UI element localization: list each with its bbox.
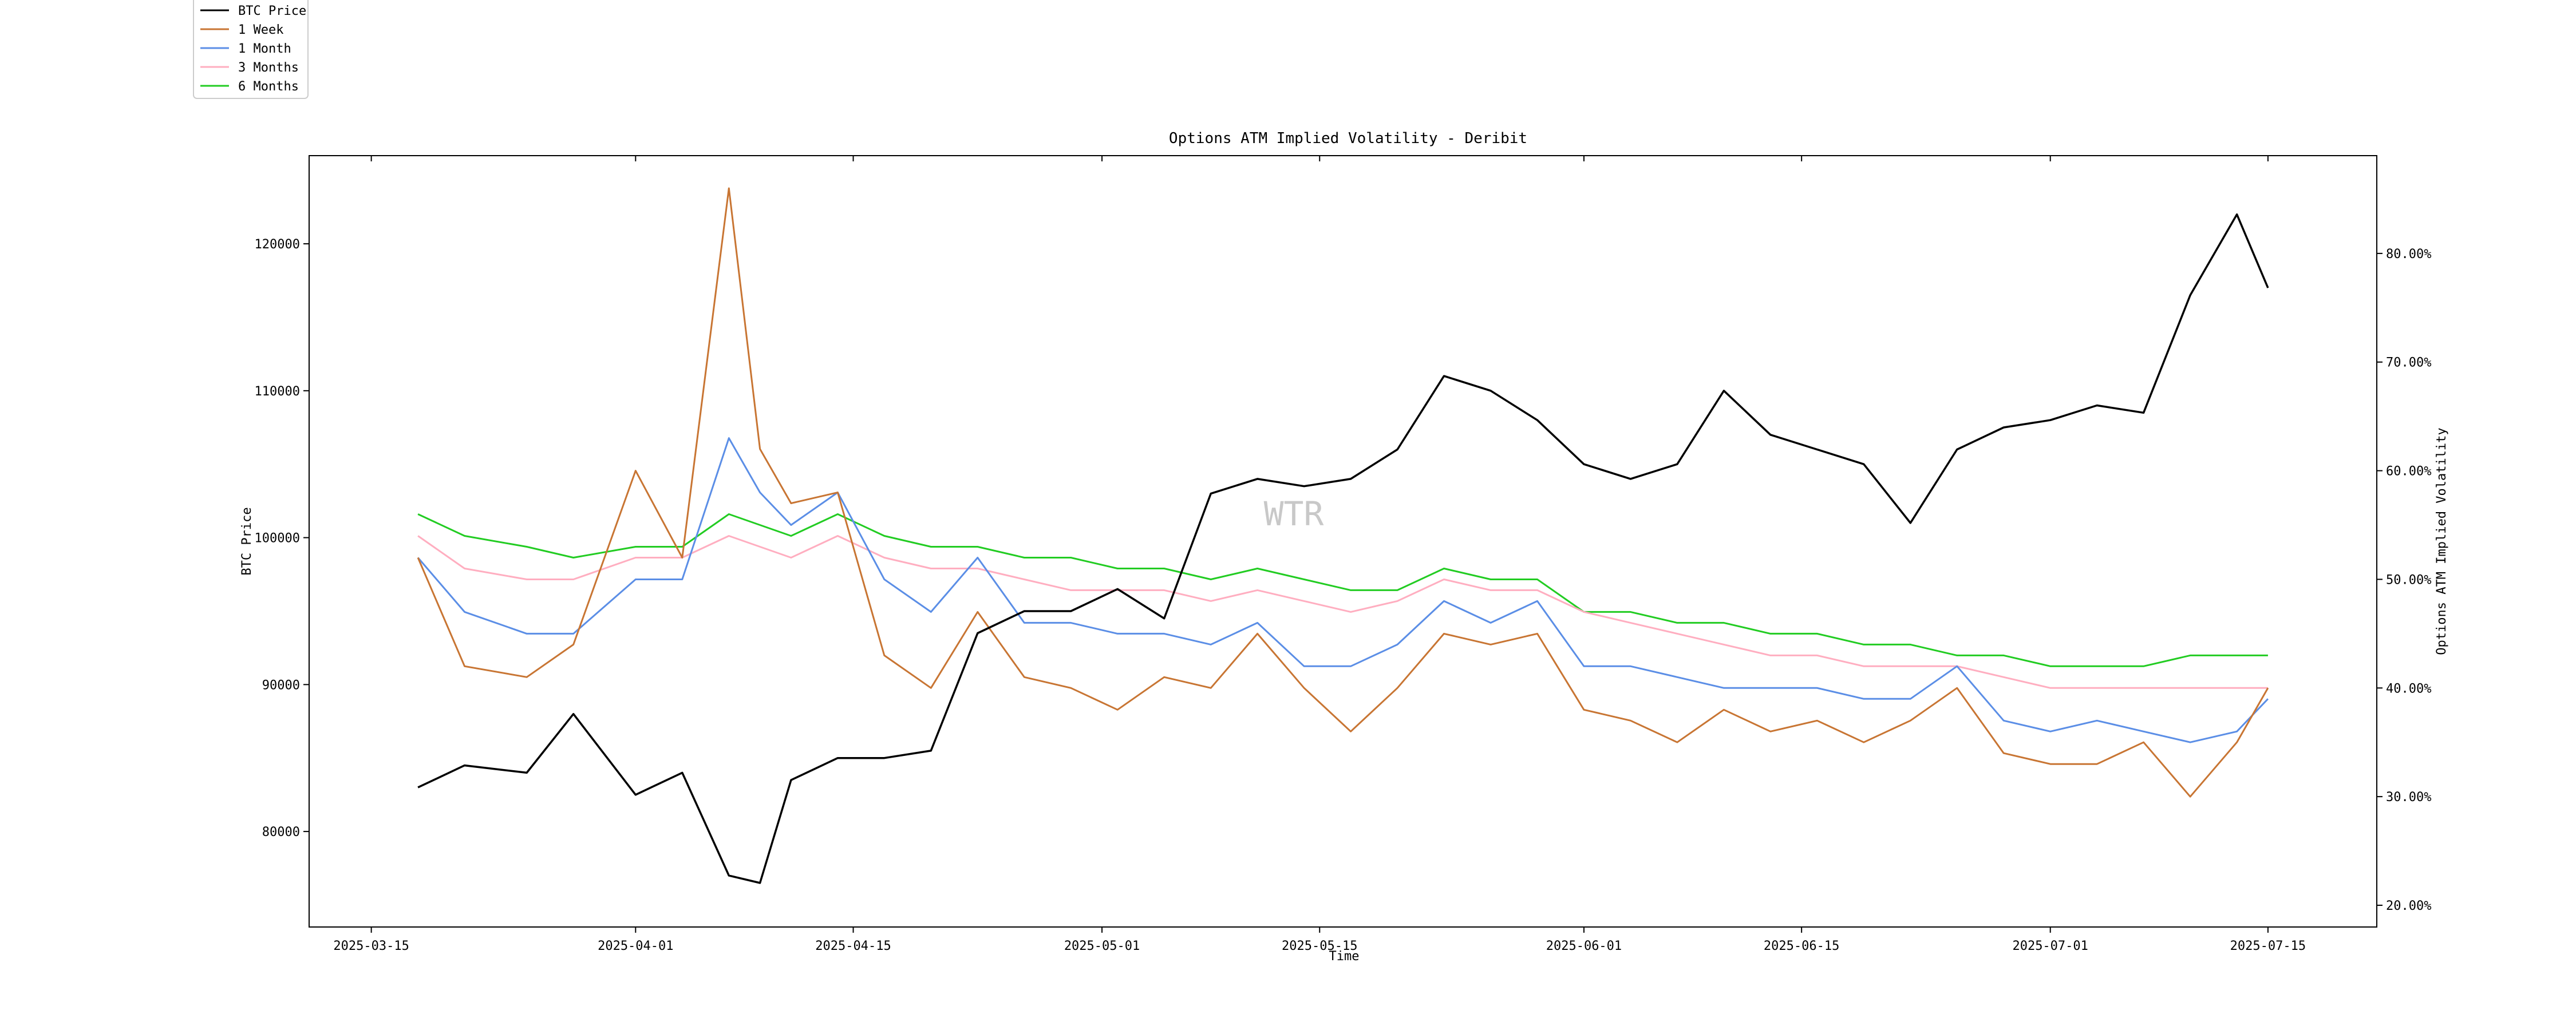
legend-label-1: 1 Week [238,23,283,37]
legend-label-3: 3 Months [238,61,299,75]
legend-label-0: BTC Price [238,4,306,18]
watermark: WTR [1264,494,1324,533]
y-left-tick-label-2: 100000 [255,532,300,546]
ticks-layer: 2025-03-15 2025-04-01 2025-04-15 2025-05-01… [255,156,2431,953]
series-line-3-months [417,535,2268,689]
series-line-6-months [417,513,2268,667]
x-tick-label-8: 2025-07-15 [2230,939,2306,953]
legend-box [193,0,309,99]
y-axis-left-label: BTC Price [240,507,254,575]
plot-frame [309,155,2377,928]
y-right-tick-label-0: 20.00% [2386,899,2431,913]
series-line-1-week [417,187,2269,798]
y-right-tick-label-1: 30.00% [2386,790,2431,805]
legend-label-2: 1 Month [238,42,291,56]
x-tick-label-0: 2025-03-15 [333,939,409,953]
x-tick-label-4: 2025-05-15 [1282,939,1357,953]
y-left-tick-label-3: 110000 [255,385,300,399]
y-left-tick-label-0: 80000 [262,825,300,839]
y-right-tick-label-6: 80.00% [2386,247,2431,262]
y-right-tick-label-5: 70.00% [2386,356,2431,370]
x-tick-label-2: 2025-04-15 [815,939,891,953]
series-line-1-month [417,437,2269,743]
legend-label-4: 6 Months [238,80,299,94]
y-right-tick-label-2: 40.00% [2386,682,2431,696]
series-layer [417,187,2269,884]
y-left-tick-label-4: 120000 [255,237,300,252]
y-right-tick-label-4: 60.00% [2386,465,2431,479]
x-tick-label-6: 2025-06-15 [1764,939,1839,953]
x-tick-label-7: 2025-07-01 [2012,939,2088,953]
y-axis-right-label: Options ATM Implied Volatility [2435,427,2449,655]
chart-title: Options ATM Implied Volatility - Deribit [1169,130,1527,147]
y-right-tick-label-3: 50.00% [2386,573,2431,587]
series-line-btc-price [417,213,2269,884]
legend: BTC Price 1 Week 1 Month 3 Months 6 Months [193,0,309,99]
x-tick-label-3: 2025-05-01 [1064,939,1140,953]
y-left-tick-label-1: 90000 [262,678,300,692]
x-tick-label-1: 2025-04-01 [598,939,673,953]
x-axis-label: Time [1329,949,1360,964]
x-tick-label-5: 2025-06-01 [1546,939,1622,953]
